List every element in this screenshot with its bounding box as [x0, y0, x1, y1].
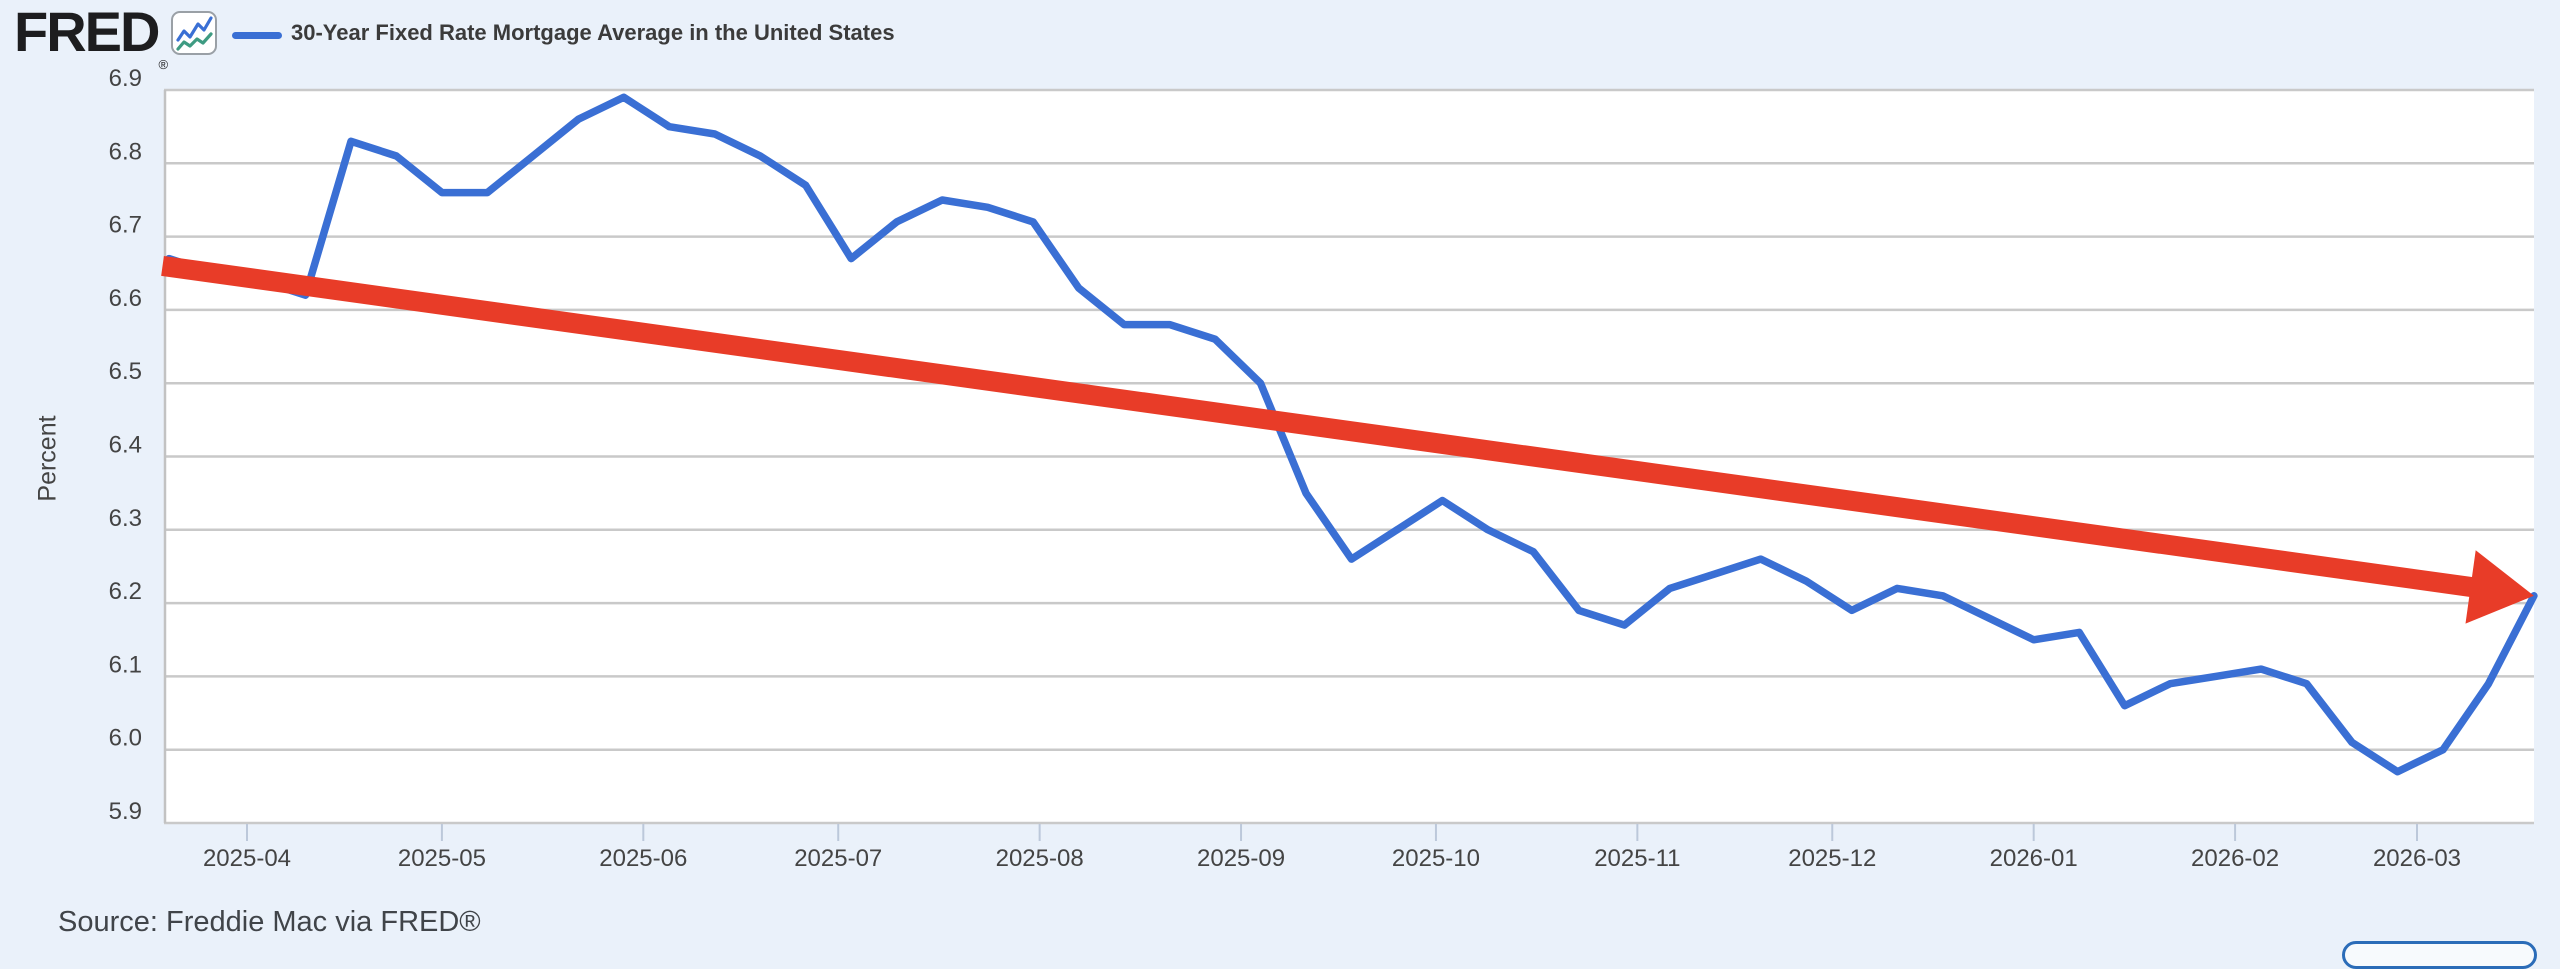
trend-arrow-shaft — [161, 256, 2479, 598]
x-tick-label: 2026-03 — [2373, 845, 2461, 872]
y-tick-label: 5.9 — [109, 798, 142, 825]
y-tick-label: 6.7 — [109, 212, 142, 239]
x-tick-label: 2025-05 — [398, 845, 486, 872]
legend-series-label: 30-Year Fixed Rate Mortgage Average in t… — [291, 20, 895, 45]
mortgage-rate-line[interactable] — [165, 93, 2538, 776]
y-tick-label: 6.9 — [109, 65, 142, 92]
x-tick-label: 2025-10 — [1392, 845, 1480, 872]
x-tick-label: 2025-04 — [203, 845, 291, 872]
y-tick-label: 6.1 — [109, 651, 142, 678]
source-attribution: Source: Freddie Mac via FRED® — [58, 906, 481, 938]
trend-arrow-head — [2465, 550, 2534, 624]
y-tick-label: 6.2 — [109, 578, 142, 605]
x-tick-label: 2026-01 — [1990, 845, 2078, 872]
fred-logo: FRED® — [14, 4, 168, 93]
x-tick-label: 2025-11 — [1594, 845, 1680, 872]
chart-header: FRED® 30-Year Fixed Rate Mortgage Averag… — [0, 0, 2560, 73]
legend-line-swatch — [232, 32, 282, 39]
y-tick-label: 6.3 — [109, 505, 142, 532]
chart-plot[interactable]: 6.9 6.8 6.7 6.6 6.5 6.4 6.3 6.2 6.1 6.0 5.9 2025-04… — [0, 0, 2560, 947]
x-tick-label: 2025-12 — [1788, 845, 1876, 872]
partial-button-cutoff[interactable] — [2342, 941, 2537, 969]
fred-logo-text: FRED — [14, 0, 160, 63]
y-tick-label: 6.5 — [109, 358, 142, 385]
y-tick-label: 6.6 — [109, 285, 142, 312]
y-tick-label: 6.0 — [109, 725, 142, 752]
x-tick-label: 2025-08 — [996, 845, 1084, 872]
x-tick-label: 2025-06 — [599, 845, 687, 872]
x-tick-label: 2025-09 — [1197, 845, 1285, 872]
y-tick-label: 6.4 — [109, 432, 142, 459]
registered-mark: ® — [158, 57, 169, 72]
sparkline-icon-graphic — [176, 16, 213, 51]
x-tick-label: 2026-02 — [2191, 845, 2279, 872]
y-tick-label: 6.8 — [109, 138, 142, 165]
fred-sparkline-icon — [171, 11, 217, 55]
x-tick-label: 2025-07 — [794, 845, 882, 872]
